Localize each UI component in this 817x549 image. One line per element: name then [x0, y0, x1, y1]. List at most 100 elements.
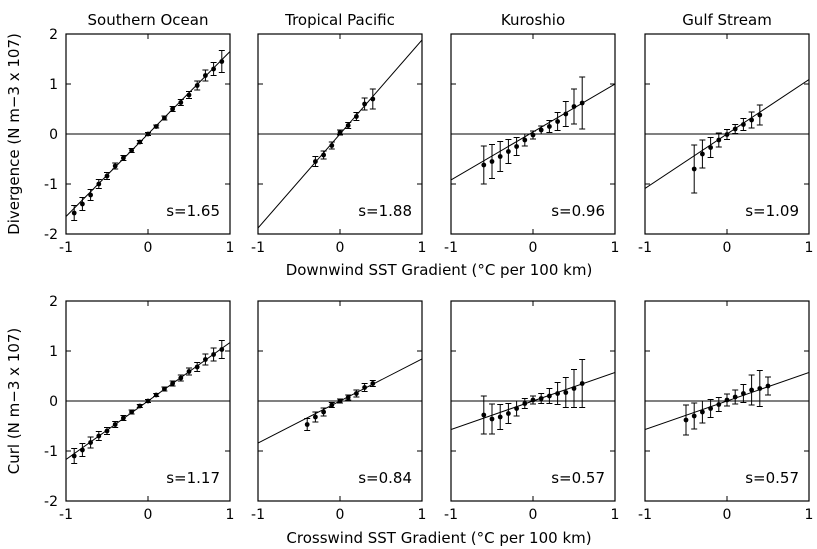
x-tick-label: 1: [805, 240, 814, 256]
data-point: [489, 416, 495, 422]
panel-title: Tropical Pacific: [284, 11, 395, 29]
x-tick-label: 0: [529, 507, 538, 523]
data-point: [321, 152, 326, 158]
data-point: [80, 201, 85, 207]
data-point: [691, 413, 697, 419]
x-tick-label: 1: [418, 507, 427, 523]
data-point: [530, 132, 536, 138]
x-tick-label: 1: [805, 507, 814, 523]
data-point: [313, 159, 318, 164]
y-tick-label: -1: [44, 444, 58, 460]
data-point: [219, 347, 225, 352]
data-point: [708, 145, 713, 150]
y-tick-label: 1: [49, 77, 58, 93]
data-point: [683, 417, 689, 423]
data-point: [178, 100, 184, 105]
data-point: [329, 402, 335, 408]
data-point: [80, 447, 85, 453]
data-point: [506, 411, 511, 416]
data-point: [203, 73, 208, 78]
data-point: [514, 406, 519, 411]
data-point: [481, 412, 487, 418]
data-point: [362, 385, 367, 390]
data-point: [563, 390, 569, 395]
data-point: [96, 433, 102, 439]
x-tick-label: -1: [59, 507, 73, 523]
data-point: [538, 127, 544, 133]
x-tick-label: -1: [638, 240, 652, 256]
data-point: [88, 192, 93, 198]
data-point: [547, 393, 552, 399]
data-point: [121, 155, 126, 161]
y-tick-label: -2: [44, 227, 58, 243]
data-point: [732, 126, 738, 132]
panel-2: -1 0 1 Tropical Pacific s=1.88: [251, 11, 426, 256]
x-tick-label: -1: [59, 240, 73, 256]
data-point: [757, 112, 763, 118]
panel-8: -1 0 1 s=0.57: [638, 300, 814, 523]
panel-4: -1 0 1 Gulf Stream s=1.09: [638, 11, 813, 256]
slope-annotation: s=1.09: [745, 202, 799, 220]
data-point: [741, 122, 746, 127]
data-point: [345, 123, 351, 128]
data-point: [137, 403, 143, 409]
data-point: [530, 397, 536, 403]
data-point: [749, 387, 754, 393]
data-point: [362, 101, 367, 107]
data-point: [170, 381, 176, 386]
data-point: [514, 144, 519, 149]
data-point: [354, 114, 359, 119]
data-point: [481, 162, 487, 168]
data-point: [337, 398, 343, 404]
data-point: [370, 96, 376, 102]
data-point: [186, 92, 192, 98]
data-point: [370, 381, 376, 386]
x-tick-label: 1: [226, 240, 235, 256]
data-point: [71, 210, 77, 216]
data-point: [579, 381, 585, 386]
x-tick-label: 0: [144, 507, 153, 523]
data-point: [337, 130, 343, 135]
data-point: [522, 137, 528, 143]
data-point: [170, 106, 176, 112]
slope-annotation: s=1.17: [166, 469, 220, 487]
data-point: [104, 173, 110, 179]
y-tick-label: 0: [49, 127, 58, 143]
y-tick-label: 2: [49, 27, 58, 43]
slope-annotation: s=0.84: [358, 469, 412, 487]
x-tick-label: 0: [336, 507, 345, 523]
data-point: [345, 395, 351, 400]
x-tick-label: 0: [529, 240, 538, 256]
data-point: [716, 402, 722, 407]
data-point: [555, 119, 560, 124]
data-point: [354, 391, 359, 396]
data-point: [724, 397, 730, 403]
data-point: [700, 409, 705, 415]
row-1-xlabel: Downwind SST Gradient (°C per 100 km): [286, 261, 593, 279]
data-point: [162, 386, 167, 392]
slope-annotation: s=1.65: [166, 202, 220, 220]
data-point: [153, 392, 159, 398]
data-point: [321, 409, 326, 415]
data-point: [732, 394, 738, 400]
data-point: [522, 401, 528, 406]
data-point: [489, 159, 495, 164]
data-point: [497, 414, 503, 420]
y-tick-label: 0: [49, 394, 58, 410]
data-point: [547, 124, 552, 129]
slope-annotation: s=0.96: [551, 202, 605, 220]
data-point: [186, 369, 192, 374]
x-tick-label: 1: [611, 507, 620, 523]
data-point: [153, 124, 159, 129]
panel-title: Southern Ocean: [88, 11, 209, 29]
data-point: [538, 396, 544, 401]
data-point: [88, 440, 93, 445]
data-point: [313, 414, 318, 420]
data-point: [194, 364, 200, 370]
data-point: [724, 132, 730, 137]
row-2-ylabel: Curl (N m−3 x 107): [5, 328, 23, 475]
data-point: [716, 137, 722, 143]
row-1-ylabel: Divergence (N m−3 x 107): [5, 33, 23, 235]
x-tick-label: 0: [336, 240, 345, 256]
